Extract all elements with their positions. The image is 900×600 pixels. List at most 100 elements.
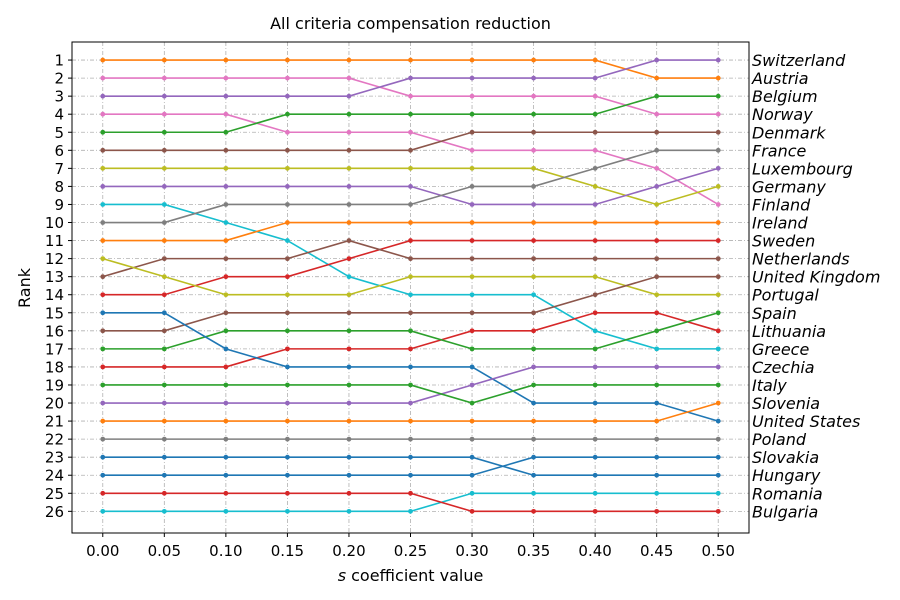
data-point: [100, 418, 106, 424]
data-point: [715, 111, 721, 117]
data-point: [408, 147, 413, 153]
data-point: [592, 220, 598, 225]
data-point: [161, 184, 167, 189]
y-tick-label: 15: [45, 304, 64, 322]
data-point: [408, 508, 413, 514]
country-label: Lithuania: [752, 322, 826, 341]
data-point: [531, 346, 536, 352]
data-point: [408, 75, 413, 81]
country-label: Italy: [752, 376, 787, 395]
series-norway: [100, 111, 721, 207]
data-point: [592, 490, 598, 496]
y-tick-label: 24: [45, 467, 64, 485]
data-point: [223, 364, 229, 370]
data-point: [715, 238, 721, 243]
data-point: [223, 93, 229, 99]
series-luxembourg: [100, 165, 721, 207]
data-point: [285, 328, 290, 334]
data-point: [223, 472, 229, 478]
data-point: [346, 147, 352, 153]
data-point: [654, 202, 660, 207]
country-label: Austria: [751, 69, 809, 88]
data-point: [715, 147, 721, 153]
data-point: [469, 220, 475, 225]
data-point: [100, 165, 106, 171]
data-point: [346, 57, 352, 63]
data-point: [285, 490, 290, 496]
data-point: [161, 202, 167, 207]
x-tick-label: 0.45: [640, 542, 673, 560]
series-poland: [100, 436, 721, 442]
data-point: [469, 147, 475, 153]
data-point: [285, 310, 290, 316]
y-tick-label: 20: [45, 395, 64, 413]
data-point: [100, 364, 106, 370]
country-label: Slovakia: [752, 448, 819, 467]
y-axis-label: Rank: [15, 267, 34, 308]
data-point: [285, 184, 290, 189]
data-point: [346, 346, 352, 352]
data-point: [100, 147, 106, 153]
data-point: [654, 436, 660, 442]
data-point: [100, 490, 106, 496]
series-austria: [100, 75, 721, 117]
data-point: [100, 400, 106, 406]
data-point: [161, 418, 167, 424]
data-point: [469, 129, 475, 135]
data-point: [161, 111, 167, 117]
data-point: [408, 310, 413, 316]
data-point: [654, 75, 660, 81]
data-point: [592, 418, 598, 424]
data-point: [346, 129, 352, 135]
data-point: [469, 57, 475, 63]
series-united-states: [100, 400, 721, 424]
country-label: Spain: [752, 304, 797, 323]
y-tick-label: 11: [45, 232, 64, 250]
data-point: [715, 418, 721, 424]
data-point: [408, 111, 413, 117]
data-point: [408, 184, 413, 189]
data-point: [592, 346, 598, 352]
x-tick-label: 0.10: [209, 542, 242, 560]
data-point: [654, 490, 660, 496]
data-point: [408, 436, 413, 442]
x-tick-label: 0.30: [455, 542, 488, 560]
data-point: [654, 400, 660, 406]
y-tick-label: 13: [45, 268, 64, 286]
data-point: [223, 382, 229, 388]
data-point: [654, 508, 660, 514]
data-point: [715, 454, 721, 460]
data-point: [285, 508, 290, 514]
series-germany: [100, 165, 721, 207]
x-axis: 0.00 0.05 0.10 0.15 0.20 0.25 0.30 0.35 0.40 0.45…: [86, 533, 735, 560]
data-point: [223, 147, 229, 153]
data-point: [531, 274, 536, 280]
data-point: [531, 472, 536, 478]
data-point: [161, 57, 167, 63]
data-point: [223, 111, 229, 117]
country-label: Switzerland: [752, 51, 846, 70]
data-point: [346, 93, 352, 99]
data-point: [285, 238, 290, 243]
data-point: [715, 75, 721, 81]
data-point: [654, 274, 660, 280]
data-point: [592, 129, 598, 135]
data-point: [408, 129, 413, 135]
data-point: [285, 57, 290, 63]
data-point: [408, 364, 413, 370]
country-label: Sweden: [752, 232, 815, 251]
data-point: [531, 436, 536, 442]
data-point: [592, 508, 598, 514]
data-point: [100, 508, 106, 514]
data-point: [161, 256, 167, 262]
y-tick-label: 22: [45, 431, 64, 449]
y-tick-label: 4: [54, 106, 64, 124]
data-point: [223, 436, 229, 442]
data-point: [100, 129, 106, 135]
data-point: [408, 274, 413, 280]
country-label: Denmark: [752, 123, 826, 142]
data-point: [715, 472, 721, 478]
data-point: [654, 165, 660, 171]
data-point: [285, 418, 290, 424]
country-label: United States: [752, 412, 860, 431]
